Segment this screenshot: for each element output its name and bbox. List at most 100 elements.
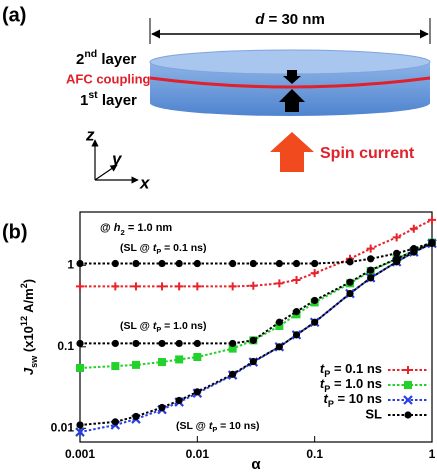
marker xyxy=(311,318,319,326)
legend-marker xyxy=(404,366,412,374)
series-annotation-part: t xyxy=(153,242,157,254)
marker xyxy=(229,370,237,378)
legend-marker xyxy=(404,411,412,419)
series-annotation-part: = 0.1 ns) xyxy=(161,242,206,254)
marker xyxy=(76,363,84,372)
spin-up-arrow xyxy=(279,89,305,112)
plot-frame xyxy=(79,211,433,443)
coupling-label: AFC coupling xyxy=(66,71,151,86)
legend-label-part: P xyxy=(324,384,330,394)
spin-down-arrow xyxy=(283,70,301,84)
marker xyxy=(346,278,354,286)
y-axis-label-part: sw xyxy=(29,355,39,368)
annotation: @ h2 = 1.0 nm xyxy=(100,222,172,237)
dimension-label-part: d xyxy=(255,11,265,28)
series xyxy=(76,238,436,372)
marker xyxy=(132,412,140,421)
x-tick-label: 0.1 xyxy=(306,447,323,461)
series-annotation-part: P xyxy=(156,247,161,256)
marker xyxy=(310,269,319,278)
series xyxy=(76,239,436,429)
series-annotation-part: P xyxy=(156,325,161,334)
series-annotation: (SL @ tP = 1.0 ns) xyxy=(120,320,206,335)
series-annotation-part: (SL @ xyxy=(120,320,153,332)
marker xyxy=(193,282,202,291)
series-annotation-part: = 10 ns) xyxy=(217,420,259,432)
x-tick-label: 0.01 xyxy=(186,447,210,461)
legend-label-part: = 0.1 ns xyxy=(330,361,382,376)
marker xyxy=(292,331,301,339)
marker xyxy=(131,282,140,291)
marker xyxy=(76,421,84,429)
series-line xyxy=(79,241,433,369)
marker xyxy=(132,339,140,348)
marker xyxy=(311,296,319,305)
panel-label: (a) xyxy=(2,4,26,26)
y-axis-label-part: ) xyxy=(21,279,36,283)
spin-current-label: Spin current xyxy=(320,145,415,162)
marker xyxy=(158,358,167,367)
axis-name: x xyxy=(139,173,151,192)
marker xyxy=(158,282,167,291)
y-tick-label: 0.1 xyxy=(57,339,74,353)
series-annotation-part: (SL @ xyxy=(176,420,209,432)
diagram xyxy=(91,18,431,184)
legend-label-part: P xyxy=(328,399,334,409)
marker xyxy=(229,259,237,268)
marker xyxy=(311,259,319,268)
marker xyxy=(193,259,201,268)
marker xyxy=(76,259,84,268)
marker xyxy=(111,282,120,291)
marker xyxy=(228,282,237,291)
marker xyxy=(193,339,201,348)
y-axis-label-part: 12 xyxy=(19,316,29,326)
marker xyxy=(275,259,283,268)
marker xyxy=(428,215,436,224)
layer-label-part: nd xyxy=(84,48,97,60)
legend-label: tP = 1.0 ns xyxy=(320,376,382,394)
dimension-label-part: = 30 nm xyxy=(264,11,324,28)
layer-label: 2nd layer xyxy=(76,48,137,68)
disc-body xyxy=(150,62,430,116)
legend-label-part: t xyxy=(324,391,329,406)
annotation-part: 2 xyxy=(121,228,125,237)
x-axis-label: α xyxy=(251,456,261,473)
layer-label-part: layer xyxy=(97,51,136,68)
marker xyxy=(175,259,183,268)
marker xyxy=(175,339,183,348)
panel-label: (b) xyxy=(2,221,28,243)
series-annotation-part: = 1.0 ns) xyxy=(161,320,206,332)
marker xyxy=(366,244,375,253)
series-line xyxy=(79,242,433,434)
series-annotation: (SL @ tP = 0.1 ns) xyxy=(120,242,206,257)
annotation-part: @ xyxy=(100,222,114,234)
marker xyxy=(111,362,120,371)
axis-name: y xyxy=(111,149,123,168)
layer-label-part: 1 xyxy=(80,92,88,109)
marker xyxy=(292,275,301,284)
layer-label-part: 2 xyxy=(76,51,84,68)
marker xyxy=(175,355,184,364)
annotation-part: = 1.0 nm xyxy=(125,222,173,234)
marker xyxy=(228,344,237,353)
axis-name: z xyxy=(85,125,95,144)
legend-label-part: t xyxy=(320,376,325,391)
x-tick-label: 0.001 xyxy=(65,447,95,461)
marker xyxy=(158,259,166,268)
marker xyxy=(229,339,237,348)
marker xyxy=(292,259,301,268)
marker xyxy=(393,249,401,257)
marker xyxy=(249,281,258,290)
y-axis-label-part: (x10 xyxy=(21,326,36,356)
marker xyxy=(131,360,140,369)
x-tick-label: 1 xyxy=(429,447,436,461)
series-annotation-part: t xyxy=(153,320,157,332)
legend-label: tP = 10 ns xyxy=(324,391,382,409)
marker xyxy=(193,352,202,361)
layer-label: 1st layer xyxy=(80,89,137,109)
series-line xyxy=(80,241,433,345)
series-annotation-part: P xyxy=(212,425,217,434)
y-axis-label-part: A/m xyxy=(21,288,36,316)
marker xyxy=(392,233,401,242)
